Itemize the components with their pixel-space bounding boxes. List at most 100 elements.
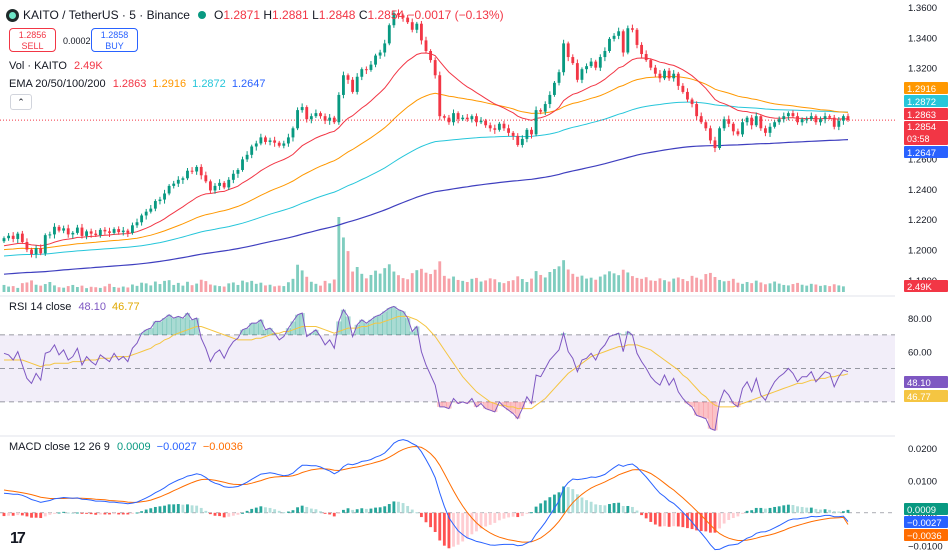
macd-histogram-bar xyxy=(580,497,584,513)
volume-bar xyxy=(727,280,731,292)
macd-histogram-bar xyxy=(57,512,61,514)
candle-body xyxy=(745,117,749,123)
volume-bar xyxy=(764,284,767,292)
volume-bar xyxy=(786,285,790,292)
macd-histogram-bar xyxy=(520,512,524,517)
candle-body xyxy=(594,61,598,68)
macd-histogram-bar xyxy=(332,512,336,517)
volume-bar xyxy=(39,285,43,292)
macd-label: MACD close 12 26 9 xyxy=(9,441,110,453)
macd-histogram-bar xyxy=(548,497,552,513)
volume-bar xyxy=(75,287,79,292)
volume-bar xyxy=(663,280,666,292)
candle-body xyxy=(30,249,33,255)
macd-legend[interactable]: MACD close 12 26 9 0.0009 −0.0027 −0.003… xyxy=(9,441,243,453)
volume-bar xyxy=(241,280,244,292)
macd-histogram-bar xyxy=(663,512,666,527)
candle-body xyxy=(20,233,24,242)
macd-histogram-bar xyxy=(782,505,786,513)
macd-histogram-bar xyxy=(360,508,364,513)
buy-price: 1.2858 xyxy=(100,30,129,40)
candle-body xyxy=(236,169,240,174)
candle-body xyxy=(222,182,226,188)
ema20-value: 1.2863 xyxy=(112,78,147,90)
macd-histogram-bar xyxy=(378,507,382,513)
macd-histogram-bar xyxy=(649,512,653,522)
candle-body xyxy=(392,13,396,26)
volume-bar xyxy=(708,272,712,292)
volume-bar xyxy=(479,281,483,292)
candle-body xyxy=(809,116,813,120)
candle-body xyxy=(57,226,61,231)
volume-bar xyxy=(433,269,437,292)
candle-body xyxy=(497,123,501,130)
macd-histogram-bar xyxy=(626,505,630,513)
ema100-price-label: 1.2872 xyxy=(907,97,936,108)
sell-button[interactable]: 1.2856 SELL xyxy=(9,28,56,52)
candle-body xyxy=(167,185,171,194)
candle-body xyxy=(846,116,850,121)
candle-body xyxy=(667,70,671,79)
ema100-price-label-bg xyxy=(904,95,948,107)
macd-histogram-bar xyxy=(94,512,98,515)
candle-body xyxy=(245,154,249,160)
macd-histogram-bar xyxy=(841,511,845,513)
macd-histogram-bar xyxy=(296,507,299,513)
volume-bar xyxy=(566,269,570,292)
candle-body xyxy=(181,178,185,180)
macd-histogram-bar xyxy=(241,512,244,514)
price-tick-label: 1.3600 xyxy=(908,3,937,14)
rsi-legend[interactable]: RSI 14 close 48.10 46.77 xyxy=(9,301,140,313)
candle-body xyxy=(7,235,11,239)
candle-body xyxy=(786,113,790,117)
ema50-price-label: 1.2916 xyxy=(907,84,936,95)
macd-hist-axis-label-bg xyxy=(904,503,948,515)
volume-bar xyxy=(598,276,602,292)
macd-histogram-bar xyxy=(53,512,56,514)
macd-histogram-bar xyxy=(452,512,455,547)
volume-bar xyxy=(346,251,350,292)
candle-body xyxy=(525,129,529,139)
price-axis[interactable]: 1.36001.34001.32001.30001.28001.26001.24… xyxy=(895,0,951,552)
candle-body xyxy=(773,122,777,127)
candle-body xyxy=(94,233,98,236)
volume-bar xyxy=(644,277,648,292)
macd-histogram-bar xyxy=(621,505,625,513)
candle-body xyxy=(364,69,368,71)
tradingview-logo-icon[interactable]: 17 xyxy=(10,530,26,547)
candle-body xyxy=(754,116,758,126)
candle-body xyxy=(553,82,556,95)
volume-bar xyxy=(442,275,446,292)
macd-histogram-bar xyxy=(773,506,777,513)
candle-body xyxy=(158,199,162,202)
volume-axis-label-bg xyxy=(904,280,948,292)
macd-histogram-bar xyxy=(108,512,111,515)
candle-body xyxy=(539,110,543,112)
macd-histogram-bar xyxy=(447,512,451,549)
volume-bar xyxy=(424,272,428,292)
ema20-price-label-bg xyxy=(904,108,948,120)
candle-body xyxy=(2,238,6,242)
volume-legend[interactable]: Vol · KAITO 2.49K xyxy=(9,60,103,72)
rsi-axis-label: 48.10 xyxy=(907,378,931,389)
ema-legend[interactable]: EMA 20/50/100/200 1.2863 1.2916 1.2872 1… xyxy=(9,78,266,90)
volume-bar xyxy=(108,283,111,292)
candle-body xyxy=(48,234,52,236)
macd-histogram-bar xyxy=(48,512,52,515)
volume-bar xyxy=(397,275,400,292)
macd-histogram-bar xyxy=(39,512,43,519)
volume-bar xyxy=(135,285,139,292)
volume-bar xyxy=(796,282,799,292)
buy-button[interactable]: 1.2858 BUY xyxy=(91,28,138,52)
ema200-price-label: 1.2647 xyxy=(907,148,936,159)
volume-bar xyxy=(465,282,469,292)
candle-body xyxy=(186,170,189,179)
macd-histogram-bar xyxy=(25,512,29,517)
candle-body xyxy=(268,140,272,142)
candle-body xyxy=(149,208,153,212)
volume-bar xyxy=(594,279,598,292)
symbol-title[interactable]: KAITO / TetherUS · 5 · Binance xyxy=(23,8,190,22)
collapse-legend-button[interactable]: ⌃ xyxy=(10,94,32,110)
volume-bar xyxy=(640,278,644,292)
